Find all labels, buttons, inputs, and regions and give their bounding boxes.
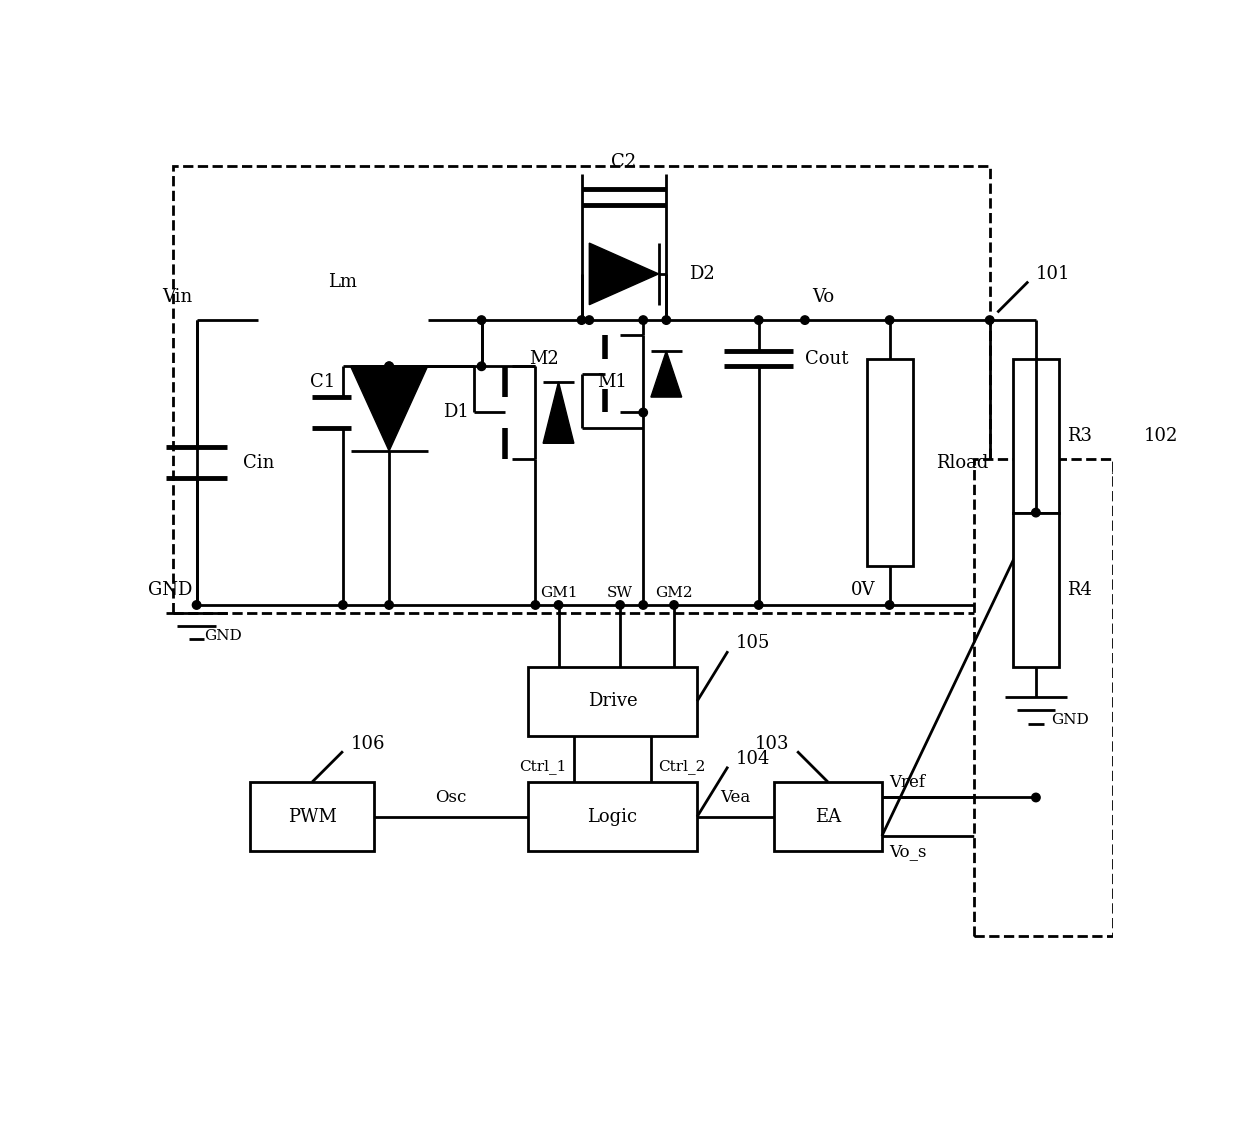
Circle shape <box>585 316 594 324</box>
Polygon shape <box>351 367 428 451</box>
Bar <box>1013 512 1059 667</box>
Text: D1: D1 <box>443 404 469 421</box>
Text: GM2: GM2 <box>655 586 693 601</box>
Text: PWM: PWM <box>288 808 336 826</box>
Circle shape <box>885 601 894 609</box>
Text: Lm: Lm <box>329 272 357 290</box>
Text: Vo_s: Vo_s <box>889 843 928 860</box>
Circle shape <box>192 601 201 609</box>
Text: 105: 105 <box>735 634 770 652</box>
Bar <box>174 166 990 613</box>
Circle shape <box>384 362 393 371</box>
Polygon shape <box>543 381 574 443</box>
Bar <box>1013 359 1059 512</box>
Circle shape <box>384 601 393 609</box>
Circle shape <box>531 601 539 609</box>
Text: 104: 104 <box>735 750 770 768</box>
Text: Drive: Drive <box>588 693 637 711</box>
Circle shape <box>578 316 585 324</box>
Polygon shape <box>589 243 658 305</box>
Text: 0V: 0V <box>851 581 875 599</box>
Text: Vea: Vea <box>720 789 750 806</box>
Circle shape <box>885 316 894 324</box>
Bar <box>774 782 882 851</box>
Text: Ctrl_2: Ctrl_2 <box>658 759 706 775</box>
Text: R4: R4 <box>1066 581 1091 599</box>
Text: EA: EA <box>815 808 841 826</box>
Polygon shape <box>651 351 682 397</box>
Bar <box>528 667 697 735</box>
Text: SW: SW <box>608 586 634 601</box>
Circle shape <box>639 316 647 324</box>
Text: M1: M1 <box>596 372 627 391</box>
Circle shape <box>986 316 994 324</box>
Text: GND: GND <box>1052 713 1089 728</box>
Circle shape <box>670 601 678 609</box>
Circle shape <box>754 316 763 324</box>
Text: Rload: Rload <box>936 454 988 472</box>
Text: Cout: Cout <box>805 350 848 368</box>
Text: R3: R3 <box>1066 427 1091 445</box>
Text: GND: GND <box>205 629 242 642</box>
Text: Logic: Logic <box>588 808 637 826</box>
Circle shape <box>1032 794 1040 802</box>
Circle shape <box>477 362 486 371</box>
Text: GM1: GM1 <box>539 586 578 601</box>
Text: GND: GND <box>149 581 192 599</box>
Circle shape <box>339 601 347 609</box>
Circle shape <box>801 316 810 324</box>
Text: 101: 101 <box>1035 265 1070 282</box>
Bar <box>867 359 913 566</box>
Circle shape <box>1032 508 1040 517</box>
Circle shape <box>384 362 393 371</box>
Text: 106: 106 <box>351 734 386 752</box>
Circle shape <box>639 408 647 417</box>
Circle shape <box>616 601 624 609</box>
Text: Cin: Cin <box>243 454 274 472</box>
Text: Ctrl_1: Ctrl_1 <box>518 759 567 775</box>
Text: C1: C1 <box>310 372 335 391</box>
Text: 103: 103 <box>755 734 790 752</box>
Text: M2: M2 <box>528 350 558 368</box>
Circle shape <box>477 316 486 324</box>
Text: D2: D2 <box>689 265 715 282</box>
Bar <box>975 458 1114 936</box>
Text: Vref: Vref <box>889 773 925 790</box>
Text: 102: 102 <box>1143 427 1178 445</box>
Bar <box>250 782 373 851</box>
Text: Vin: Vin <box>162 288 192 306</box>
Circle shape <box>662 316 671 324</box>
Text: Osc: Osc <box>435 789 466 806</box>
Circle shape <box>754 601 763 609</box>
Circle shape <box>639 601 647 609</box>
Circle shape <box>554 601 563 609</box>
Bar <box>528 782 697 851</box>
Text: C2: C2 <box>611 154 636 172</box>
Text: Vo: Vo <box>812 288 835 306</box>
